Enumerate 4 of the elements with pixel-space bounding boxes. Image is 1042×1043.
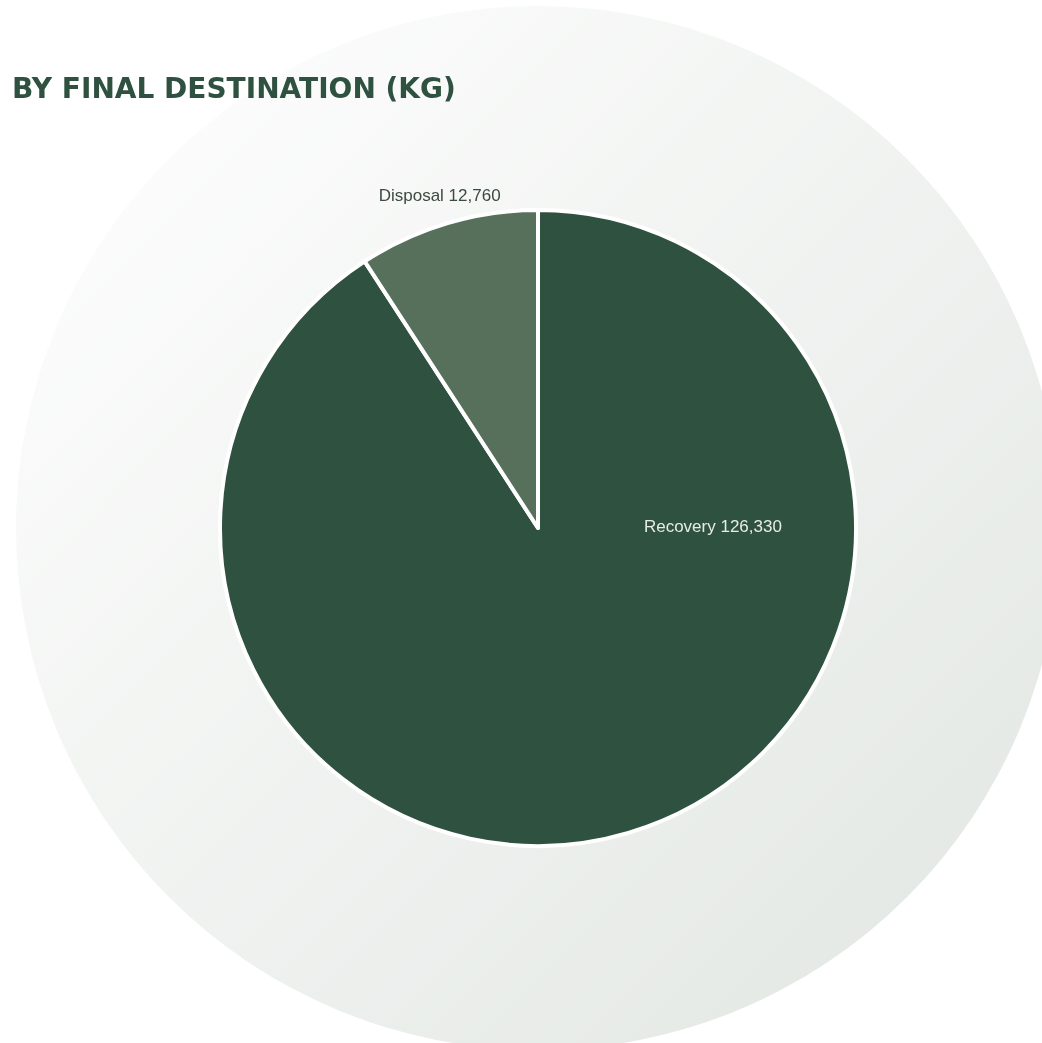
slice-label: Recovery 126,330 [643, 517, 782, 537]
chart-title: BY FINAL DESTINATION (KG) [12, 72, 456, 105]
slice-label: Disposal 12,760 [378, 185, 501, 205]
pie-slice [218, 208, 858, 848]
